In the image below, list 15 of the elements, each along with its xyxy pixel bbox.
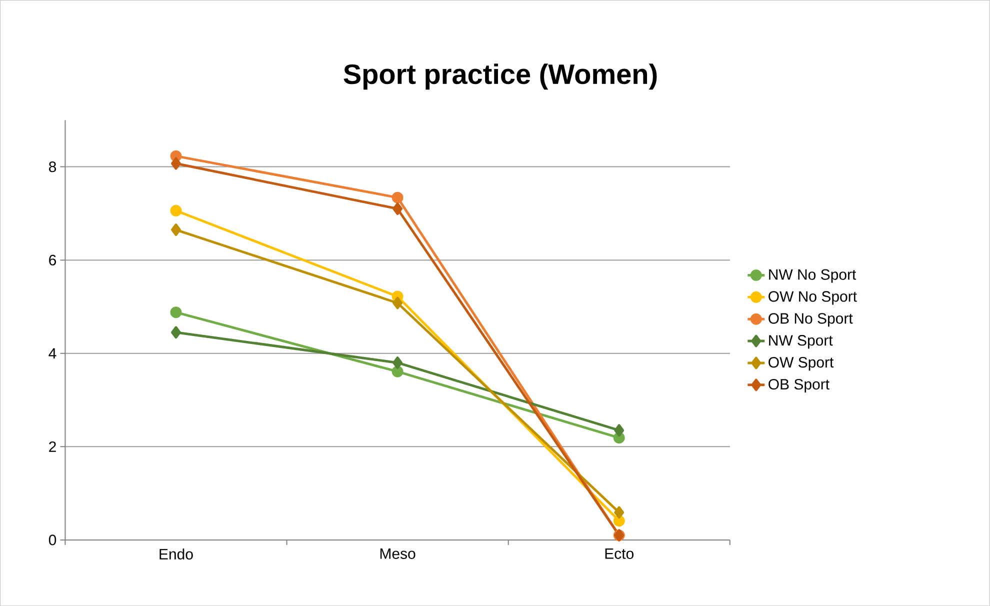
- y-tick-label: 8: [48, 161, 56, 172]
- legend-label: OB Sport: [768, 378, 830, 392]
- chart-title: Sport practice (Women): [344, 64, 657, 90]
- legend-label: OW No Sport: [768, 291, 857, 305]
- x-tick-label: Endo: [160, 548, 193, 560]
- legend-label: NW Sport: [769, 334, 833, 349]
- legend-label: NW No Sport: [769, 269, 856, 283]
- x-tick-label: Meso: [380, 548, 416, 559]
- y-tick-label: 6: [49, 254, 56, 266]
- y-tick-label: 0: [48, 534, 56, 546]
- legend-label: OW Sport: [768, 356, 834, 371]
- y-tick-label: 4: [48, 348, 56, 358]
- x-tick-label: Ecto: [605, 548, 634, 559]
- y-tick-label: 2: [49, 441, 56, 452]
- legend-label: OB No Sport: [768, 313, 853, 327]
